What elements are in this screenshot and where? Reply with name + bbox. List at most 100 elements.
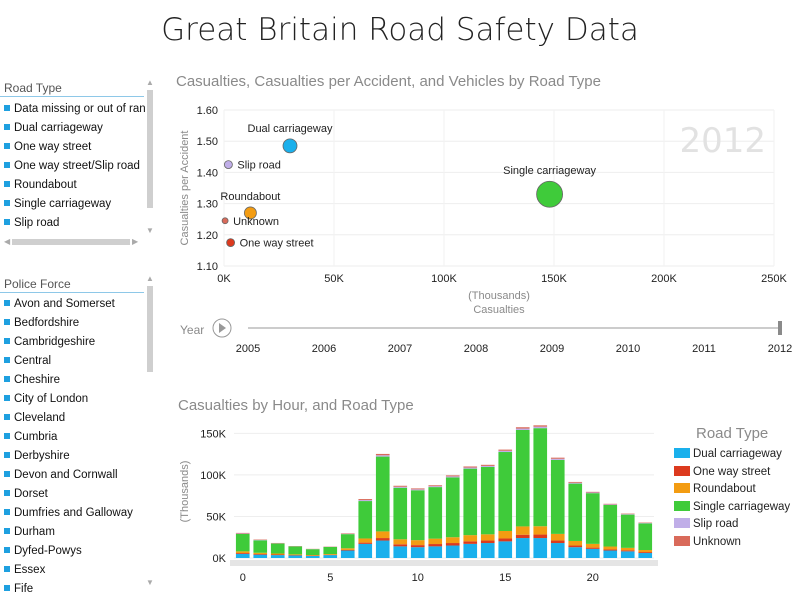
bar-segment[interactable] (603, 546, 618, 550)
police-force-item[interactable]: Avon and Somerset (0, 295, 146, 314)
bar-segment[interactable] (375, 453, 390, 456)
bar-segment[interactable] (463, 541, 478, 544)
bar-segment[interactable] (358, 538, 373, 543)
bar-segment[interactable] (480, 540, 495, 544)
checkbox-square-icon[interactable] (4, 490, 10, 496)
checkbox-square-icon[interactable] (4, 471, 10, 477)
bar-segment[interactable] (463, 535, 478, 542)
bar-segment[interactable] (550, 457, 565, 459)
bar-segment[interactable] (393, 539, 408, 545)
bar-segment[interactable] (270, 543, 285, 554)
play-button[interactable] (212, 318, 232, 338)
bar-segment[interactable] (305, 555, 320, 558)
checkbox-square-icon[interactable] (4, 143, 10, 149)
bar-segment[interactable] (428, 544, 443, 547)
checkbox-square-icon[interactable] (4, 395, 10, 401)
bar-segment[interactable] (375, 531, 390, 539)
bar-segment[interactable] (358, 499, 373, 501)
bar-segment[interactable] (603, 503, 618, 505)
bar-segment[interactable] (428, 546, 443, 558)
bar-segment[interactable] (445, 475, 460, 477)
bar-segment[interactable] (638, 523, 653, 551)
bar-segment[interactable] (288, 546, 303, 555)
road-type-vscroll-thumb[interactable] (147, 90, 153, 208)
legend-item[interactable]: One way street (674, 464, 790, 482)
bar-segment[interactable] (463, 543, 478, 558)
bar-segment[interactable] (428, 487, 443, 539)
police-force-vscroll-thumb[interactable] (147, 286, 153, 372)
police-force-item[interactable]: Cambridgeshire (0, 333, 146, 352)
bar-segment[interactable] (253, 554, 268, 555)
bar-segment[interactable] (585, 492, 600, 494)
police-force-item[interactable]: Dumfries and Galloway (0, 504, 146, 523)
bar-segment[interactable] (393, 487, 408, 540)
police-force-item[interactable]: Bedfordshire (0, 314, 146, 333)
bar-segment[interactable] (550, 543, 565, 558)
checkbox-square-icon[interactable] (4, 528, 10, 534)
bar-segment[interactable] (533, 526, 548, 535)
bar-segment[interactable] (498, 450, 513, 453)
bar-segment[interactable] (620, 551, 635, 558)
legend-item[interactable]: Slip road (674, 516, 790, 534)
police-force-item[interactable]: Cleveland (0, 409, 146, 428)
bar-segment[interactable] (393, 544, 408, 547)
bar-segment[interactable] (445, 545, 460, 558)
road-type-item[interactable]: Roundabout (0, 176, 146, 195)
police-force-item[interactable]: Durham (0, 523, 146, 542)
bar-segment[interactable] (585, 493, 600, 544)
scroll-up-icon[interactable]: ▲ (146, 78, 154, 87)
checkbox-square-icon[interactable] (4, 181, 10, 187)
bar-segment[interactable] (585, 543, 600, 548)
bar-segment[interactable] (270, 555, 285, 558)
bar-segment[interactable] (393, 486, 408, 488)
bar-segment[interactable] (410, 490, 425, 541)
road-type-item[interactable]: Single carriageway (0, 195, 146, 214)
bar-segment[interactable] (375, 456, 390, 532)
bar-segment[interactable] (428, 486, 443, 488)
checkbox-square-icon[interactable] (4, 414, 10, 420)
bar-segment[interactable] (515, 534, 530, 539)
checkbox-square-icon[interactable] (4, 585, 10, 591)
police-force-item[interactable]: Dyfed-Powys (0, 542, 146, 561)
bar-segment[interactable] (533, 428, 548, 527)
police-force-item[interactable]: Devon and Cornwall (0, 466, 146, 485)
bar-segment[interactable] (638, 552, 653, 554)
checkbox-square-icon[interactable] (4, 300, 10, 306)
bar-segment[interactable] (253, 554, 268, 558)
bar-segment[interactable] (445, 477, 460, 538)
checkbox-square-icon[interactable] (4, 566, 10, 572)
bar-segment[interactable] (603, 550, 618, 558)
bar-segment[interactable] (235, 553, 250, 554)
scatter-point[interactable] (224, 160, 233, 169)
bar-segment[interactable] (550, 459, 565, 534)
bar-segment[interactable] (410, 545, 425, 548)
legend-item[interactable]: Roundabout (674, 481, 790, 499)
bar-segment[interactable] (620, 547, 635, 551)
bar-segment[interactable] (463, 468, 478, 536)
bar-segment[interactable] (340, 549, 355, 551)
bar-segment[interactable] (253, 540, 268, 553)
bar-segment[interactable] (515, 526, 530, 535)
bar-segment[interactable] (393, 546, 408, 558)
road-type-item[interactable]: Slip road (0, 214, 146, 233)
bar-segment[interactable] (550, 458, 565, 460)
bar-segment[interactable] (480, 466, 495, 535)
bar-segment[interactable] (375, 455, 390, 457)
road-type-vscrollbar[interactable]: ▲ ▼ (146, 78, 156, 236)
bar-segment[interactable] (568, 481, 583, 483)
bar-segment[interactable] (638, 550, 653, 553)
scatter-point[interactable] (221, 217, 229, 225)
bar-segment[interactable] (568, 545, 583, 548)
bar-segment[interactable] (515, 428, 530, 430)
bar-segment[interactable] (480, 465, 495, 467)
bar-chart-hscrollbar[interactable] (230, 560, 658, 566)
bar-segment[interactable] (340, 534, 355, 549)
bar-segment[interactable] (498, 538, 513, 542)
road-type-item[interactable]: Dual carriageway (0, 119, 146, 138)
bar-segment[interactable] (638, 553, 653, 558)
bar-segment[interactable] (410, 489, 425, 491)
bar-segment[interactable] (568, 547, 583, 558)
scroll-down-icon[interactable]: ▼ (146, 578, 154, 587)
checkbox-square-icon[interactable] (4, 376, 10, 382)
bar-segment[interactable] (323, 555, 338, 558)
